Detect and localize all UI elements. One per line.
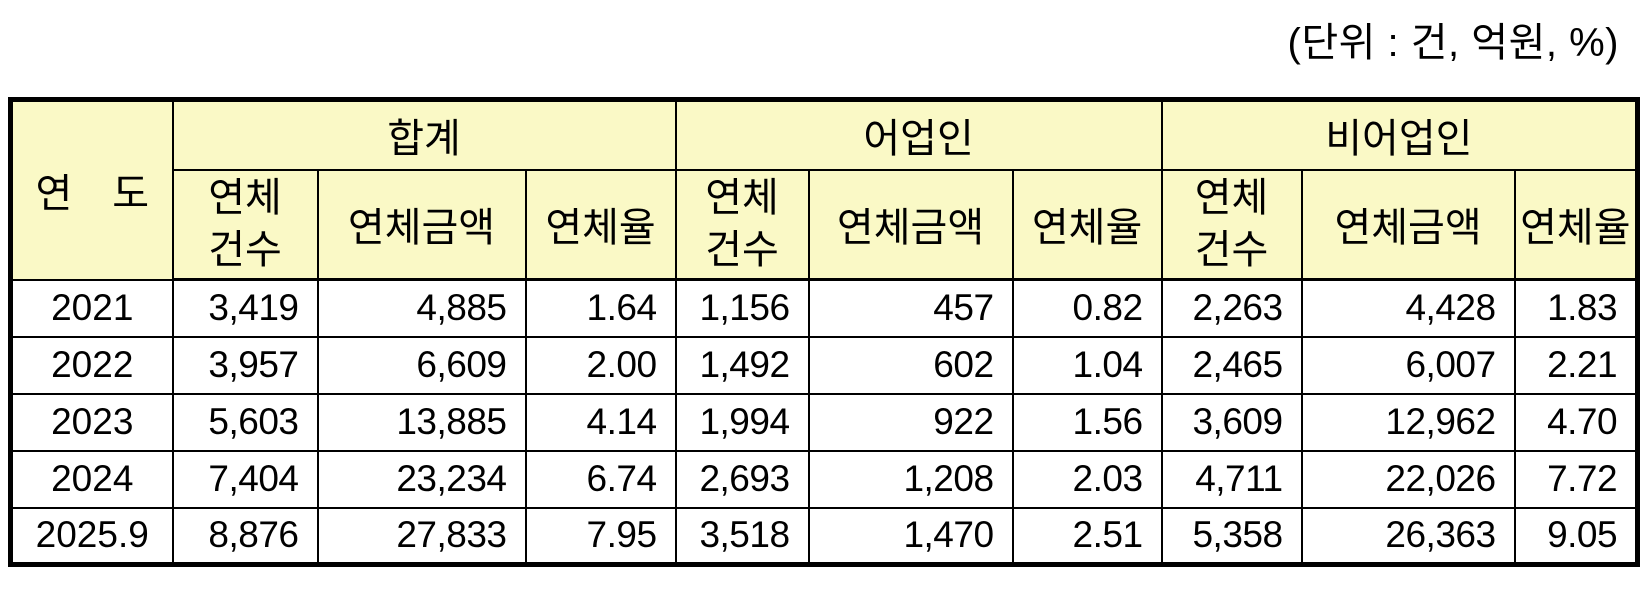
- cell-fisher-count: 1,156: [674, 278, 810, 338]
- sub-header-row: 연체 건수 연체금액 연체율 연체 건수 연체금액 연체율 연체 건수 연체금액…: [11, 168, 1639, 281]
- cell-total-count: 3,957: [171, 335, 319, 395]
- col-header-count-line2: 건수: [1194, 228, 1269, 273]
- col-header-fisher-count: 연체 건수: [674, 168, 810, 281]
- cell-nonfisher-count: 3,609: [1160, 392, 1303, 452]
- col-header-fisher-rate: 연체율: [1011, 168, 1163, 281]
- cell-total-amount: 6,609: [316, 335, 527, 395]
- cell-total-amount: 23,234: [316, 449, 527, 509]
- cell-nonfisher-rate: 2.21: [1513, 335, 1639, 395]
- table-row: 2024 7,404 23,234 6.74 2,693 1,208 2.03 …: [9, 449, 1639, 509]
- col-header-nonfisher-rate: 연체율: [1513, 168, 1639, 281]
- col-header-count-line1: 연체: [1194, 176, 1269, 221]
- table-row: 2025.9 8,876 27,833 7.95 3,518 1,470 2.5…: [9, 506, 1639, 566]
- cell-nonfisher-amount: 22,026: [1300, 449, 1516, 509]
- cell-fisher-count: 1,994: [674, 392, 810, 452]
- cell-total-count: 5,603: [171, 392, 319, 452]
- col-header-total-rate: 연체율: [524, 168, 677, 281]
- cell-fisher-amount: 922: [807, 392, 1014, 452]
- table-row: 2023 5,603 13,885 4.14 1,994 922 1.56 3,…: [9, 392, 1639, 452]
- cell-total-amount: 4,885: [316, 278, 527, 338]
- cell-total-rate: 6.74: [524, 449, 677, 509]
- col-header-year: 연 도: [9, 98, 174, 281]
- col-header-count-line1: 연체: [705, 176, 779, 221]
- col-header-nonfisher-amount: 연체금액: [1300, 168, 1516, 281]
- cell-year: 2021: [9, 278, 174, 338]
- delinquency-table: 연 도 합계 어업인 비어업인 연체 건수 연체금액 연체율 연체 건수 연체금…: [8, 97, 1641, 567]
- cell-total-amount: 27,833: [316, 506, 527, 566]
- col-header-total-count: 연체 건수: [171, 168, 319, 281]
- cell-total-rate: 1.64: [524, 278, 677, 338]
- cell-total-count: 7,404: [171, 449, 319, 509]
- unit-note: (단위 : 건, 억원, %): [1287, 21, 1619, 65]
- table-row: 2022 3,957 6,609 2.00 1,492 602 1.04 2,4…: [9, 335, 1639, 395]
- cell-nonfisher-amount: 6,007: [1300, 335, 1516, 395]
- cell-nonfisher-amount: 12,962: [1300, 392, 1516, 452]
- col-header-fisher-amount: 연체금액: [807, 168, 1014, 281]
- cell-fisher-rate: 1.56: [1011, 392, 1163, 452]
- cell-nonfisher-amount: 26,363: [1300, 506, 1516, 566]
- cell-fisher-count: 2,693: [674, 449, 810, 509]
- col-header-count-line1: 연체: [208, 176, 282, 221]
- cell-total-rate: 2.00: [524, 335, 677, 395]
- cell-fisher-rate: 1.04: [1011, 335, 1163, 395]
- cell-nonfisher-count: 5,358: [1160, 506, 1303, 566]
- cell-nonfisher-count: 2,465: [1160, 335, 1303, 395]
- cell-fisher-rate: 2.51: [1011, 506, 1163, 566]
- cell-nonfisher-amount: 4,428: [1300, 278, 1516, 338]
- cell-fisher-rate: 0.82: [1011, 278, 1163, 338]
- cell-year: 2025.9: [9, 506, 174, 566]
- col-header-nonfisher-count: 연체 건수: [1160, 168, 1303, 281]
- group-header-total: 합계: [171, 98, 677, 171]
- col-header-count-line2: 건수: [208, 228, 282, 273]
- cell-fisher-amount: 457: [807, 278, 1014, 338]
- cell-nonfisher-count: 2,263: [1160, 278, 1303, 338]
- cell-year: 2023: [9, 392, 174, 452]
- cell-fisher-amount: 602: [807, 335, 1014, 395]
- cell-total-amount: 13,885: [316, 392, 527, 452]
- cell-total-count: 3,419: [171, 278, 319, 338]
- group-header-fisher: 어업인: [674, 98, 1163, 171]
- col-header-total-amount: 연체금액: [316, 168, 527, 281]
- cell-nonfisher-rate: 9.05: [1513, 506, 1639, 566]
- cell-year: 2024: [9, 449, 174, 509]
- cell-fisher-count: 3,518: [674, 506, 810, 566]
- cell-nonfisher-rate: 1.83: [1513, 278, 1639, 338]
- cell-total-rate: 7.95: [524, 506, 677, 566]
- group-header-nonfisher: 비어업인: [1160, 98, 1639, 171]
- cell-nonfisher-rate: 7.72: [1513, 449, 1639, 509]
- col-header-count-line2: 건수: [705, 228, 779, 273]
- cell-fisher-rate: 2.03: [1011, 449, 1163, 509]
- cell-total-count: 8,876: [171, 506, 319, 566]
- cell-nonfisher-rate: 4.70: [1513, 392, 1639, 452]
- cell-fisher-amount: 1,470: [807, 506, 1014, 566]
- table-row: 2021 3,419 4,885 1.64 1,156 457 0.82 2,2…: [9, 278, 1639, 338]
- cell-fisher-amount: 1,208: [807, 449, 1014, 509]
- cell-fisher-count: 1,492: [674, 335, 810, 395]
- cell-nonfisher-count: 4,711: [1160, 449, 1303, 509]
- cell-total-rate: 4.14: [524, 392, 677, 452]
- cell-year: 2022: [9, 335, 174, 395]
- group-header-row: 연 도 합계 어업인 비어업인: [9, 98, 1639, 281]
